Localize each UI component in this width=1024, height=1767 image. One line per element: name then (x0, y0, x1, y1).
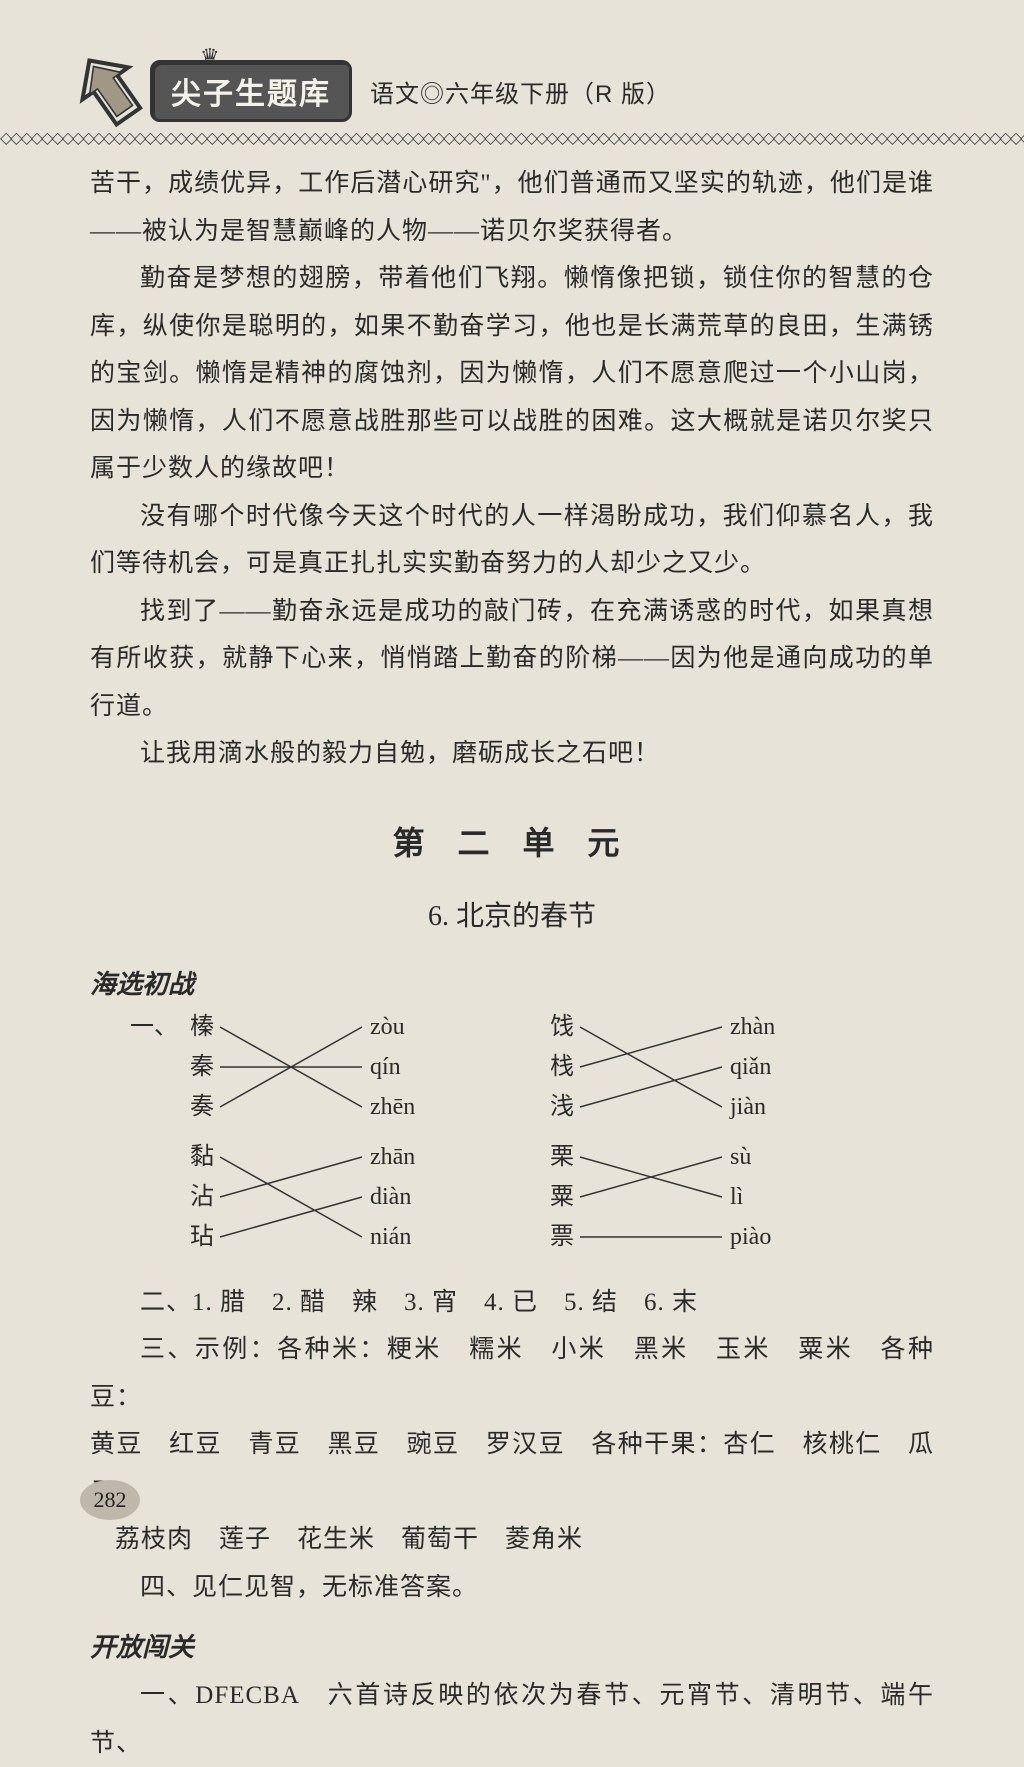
match-left-char: 饯 (550, 1015, 574, 1039)
answer-q2: 二、1. 腊 2. 醋 辣 3. 宵 4. 已 5. 结 6. 末 (90, 1279, 934, 1327)
answer-q3-line1: 三、示例：各种米：粳米 糯米 小米 黑米 玉米 粟米 各种豆： (90, 1326, 934, 1421)
arrow-icon (70, 50, 150, 130)
passage-block: 苦干，成绩优异，工作后潜心研究"，他们普通而又坚实的轨迹，他们是谁——被认为是智… (90, 160, 934, 778)
match-left-char: 榛 (190, 1015, 214, 1039)
match-right-pinyin: qín (370, 1055, 401, 1079)
matching-exercise: 一、 榛秦奏zòuqínzhēn饯栈浅zhànqiǎnjiàn黏沾玷zhāndi… (130, 1009, 934, 1279)
match-left-char: 黏 (190, 1145, 214, 1169)
match-left-char: 栈 (550, 1055, 574, 1079)
match-right-pinyin: zhān (370, 1145, 415, 1169)
kaifang-answers: 一、DFECBA 六首诗反映的依次为春节、元宵节、清明节、端午节、 (90, 1672, 934, 1767)
match-right-pinyin: jiàn (730, 1095, 766, 1119)
matching-lines-svg (130, 1009, 950, 1279)
answer-q4: 四、见仁见智，无标准答案。 (90, 1564, 934, 1612)
passage-p2: 勤奋是梦想的翅膀，带着他们飞翔。懒惰像把锁，锁住你的智慧的仓库，纵使你是聪明的，… (90, 255, 934, 493)
series-badge: 尖子生题库 (150, 60, 352, 122)
lesson-title: 6. 北京的春节 (90, 894, 934, 934)
passage-p4: 找到了——勤奋永远是成功的敲门砖，在充满诱惑的时代，如果真想有所收获，就静下心来… (90, 588, 934, 731)
match-left-char: 秦 (190, 1055, 214, 1079)
match-right-pinyin: piào (730, 1225, 771, 1249)
match-right-pinyin: lì (730, 1185, 743, 1209)
match-left-char: 沾 (190, 1185, 214, 1209)
match-right-pinyin: zhēn (370, 1095, 415, 1119)
match-right-pinyin: sù (730, 1145, 751, 1169)
match-left-char: 浅 (550, 1095, 574, 1119)
header-subtitle: 语文◎六年级下册（R 版） (370, 74, 671, 109)
match-left-char: 票 (550, 1225, 574, 1249)
kaifang-q1: 一、DFECBA 六首诗反映的依次为春节、元宵节、清明节、端午节、 (90, 1672, 934, 1767)
diamond-divider: ◇◇◇◇◇◇◇◇◇◇◇◇◇◇◇◇◇◇◇◇◇◇◇◇◇◇◇◇◇◇◇◇◇◇◇◇◇◇◇◇… (0, 128, 1024, 148)
section-haixuan-label: 海选初战 (90, 964, 934, 1001)
match-left-char: 栗 (550, 1145, 574, 1169)
match-left-char: 奏 (190, 1095, 214, 1119)
match-right-pinyin: nián (370, 1225, 411, 1249)
match-left-char: 粟 (550, 1185, 574, 1209)
answer-q3-line3: 荔枝肉 莲子 花生米 葡萄干 菱角米 (90, 1516, 934, 1564)
page-header: ♛ 尖子生题库 语文◎六年级下册（R 版） ◇◇◇◇◇◇◇◇◇◇◇◇◇◇◇◇◇◇… (90, 60, 934, 150)
match-right-pinyin: zòu (370, 1015, 405, 1039)
match-left-char: 玷 (190, 1225, 214, 1249)
unit-title: 第 二 单 元 (90, 818, 934, 864)
page: ♛ 尖子生题库 语文◎六年级下册（R 版） ◇◇◇◇◇◇◇◇◇◇◇◇◇◇◇◇◇◇… (0, 0, 1024, 1570)
match-right-pinyin: qiǎn (730, 1055, 771, 1079)
section-kaifang-label: 开放闯关 (90, 1627, 934, 1664)
passage-p3: 没有哪个时代像今天这个时代的人一样渴盼成功，我们仰慕名人，我们等待机会，可是真正… (90, 493, 934, 588)
answer-q3-line2: 黄豆 红豆 青豆 黑豆 豌豆 罗汉豆 各种干果：杏仁 核桃仁 瓜子 (90, 1421, 934, 1516)
page-number: 282 (80, 1480, 140, 1520)
passage-p1: 苦干，成绩优异，工作后潜心研究"，他们普通而又坚实的轨迹，他们是谁——被认为是智… (90, 160, 934, 255)
passage-p5: 让我用滴水般的毅力自勉，磨砺成长之石吧！ (90, 730, 934, 778)
match-right-pinyin: zhàn (730, 1015, 775, 1039)
answers-block: 二、1. 腊 2. 醋 辣 3. 宵 4. 已 5. 结 6. 末 三、示例：各… (90, 1279, 934, 1612)
match-right-pinyin: diàn (370, 1185, 411, 1209)
